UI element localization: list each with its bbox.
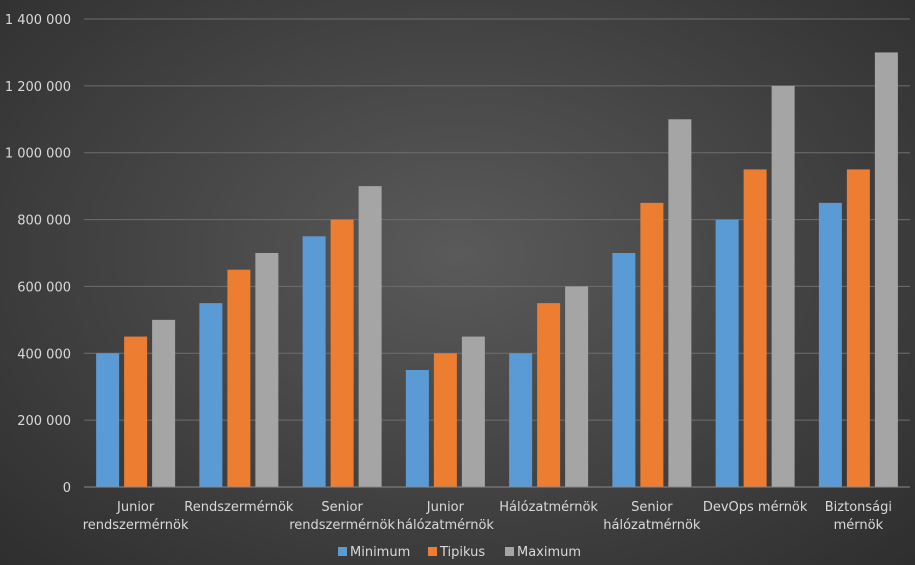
bar-tipikus xyxy=(124,336,148,487)
legend-swatch-maximum xyxy=(505,547,514,556)
y-tick-label: 1 400 000 xyxy=(5,13,71,28)
x-category-label: Rendszermérnök xyxy=(184,500,294,515)
bar-minimum xyxy=(302,236,326,487)
y-tick-label: 1 200 000 xyxy=(5,80,71,95)
bar-maximum xyxy=(668,119,692,488)
legend-swatch-minimum xyxy=(338,547,347,556)
x-category-label: Junior xyxy=(116,500,155,515)
x-category-label: Junior xyxy=(426,500,465,515)
bar-minimum xyxy=(509,353,533,487)
x-category-label: hálózatmérnök xyxy=(397,518,495,533)
x-category-label: mérnök xyxy=(834,518,884,533)
x-category-label: Senior xyxy=(321,500,363,515)
x-category-label: rendszermérnök xyxy=(83,518,189,533)
bar-minimum xyxy=(199,303,223,487)
x-category-label: Biztonsági xyxy=(825,500,892,515)
bar-tipikus xyxy=(846,169,870,487)
x-axis-categories: Junior rendszermérnök Rendszermérnök Senior… xyxy=(83,500,892,533)
bar-maximum xyxy=(874,52,898,488)
y-tick-label: 1 000 000 xyxy=(5,147,71,162)
y-tick-label: 200 000 xyxy=(17,414,71,429)
bar-minimum xyxy=(405,370,429,487)
x-category-label: DevOps mérnök xyxy=(703,500,808,515)
bar-tipikus xyxy=(537,303,561,487)
bar-maximum xyxy=(461,336,485,487)
bar-minimum xyxy=(96,353,120,487)
legend-swatch-tipikus xyxy=(428,547,437,556)
legend-label-tipikus: Tipikus xyxy=(439,545,485,560)
bar-tipikus xyxy=(640,202,664,487)
bar-minimum xyxy=(612,253,636,487)
legend-label-minimum: Minimum xyxy=(350,545,410,560)
bar-minimum xyxy=(715,219,739,488)
y-tick-label: 800 000 xyxy=(17,214,71,229)
legend-label-maximum: Maximum xyxy=(517,545,581,560)
bar-tipikus xyxy=(227,269,251,487)
x-category-label: hálózatmérnök xyxy=(603,518,701,533)
bar-tipikus xyxy=(330,219,354,488)
y-axis-ticks: 0 200 000 400 000 600 000 800 000 1 000 000 1 … xyxy=(5,13,71,496)
x-category-label: rendszermérnök xyxy=(289,518,395,533)
y-tick-label: 0 xyxy=(63,481,71,496)
bars xyxy=(96,52,898,488)
bar-maximum xyxy=(358,186,382,487)
legend: Minimum Tipikus Maximum xyxy=(338,545,581,560)
bar-maximum xyxy=(255,253,279,487)
bar-minimum xyxy=(818,202,842,487)
x-category-label: Senior xyxy=(631,500,673,515)
y-tick-label: 400 000 xyxy=(17,347,71,362)
bar-tipikus xyxy=(433,353,457,487)
bar-maximum xyxy=(771,85,795,487)
bar-tipikus xyxy=(743,169,767,487)
bar-maximum xyxy=(152,319,176,487)
x-category-label: Hálózatmérnök xyxy=(499,500,598,515)
bar-maximum xyxy=(565,286,589,487)
y-tick-label: 600 000 xyxy=(17,280,71,295)
